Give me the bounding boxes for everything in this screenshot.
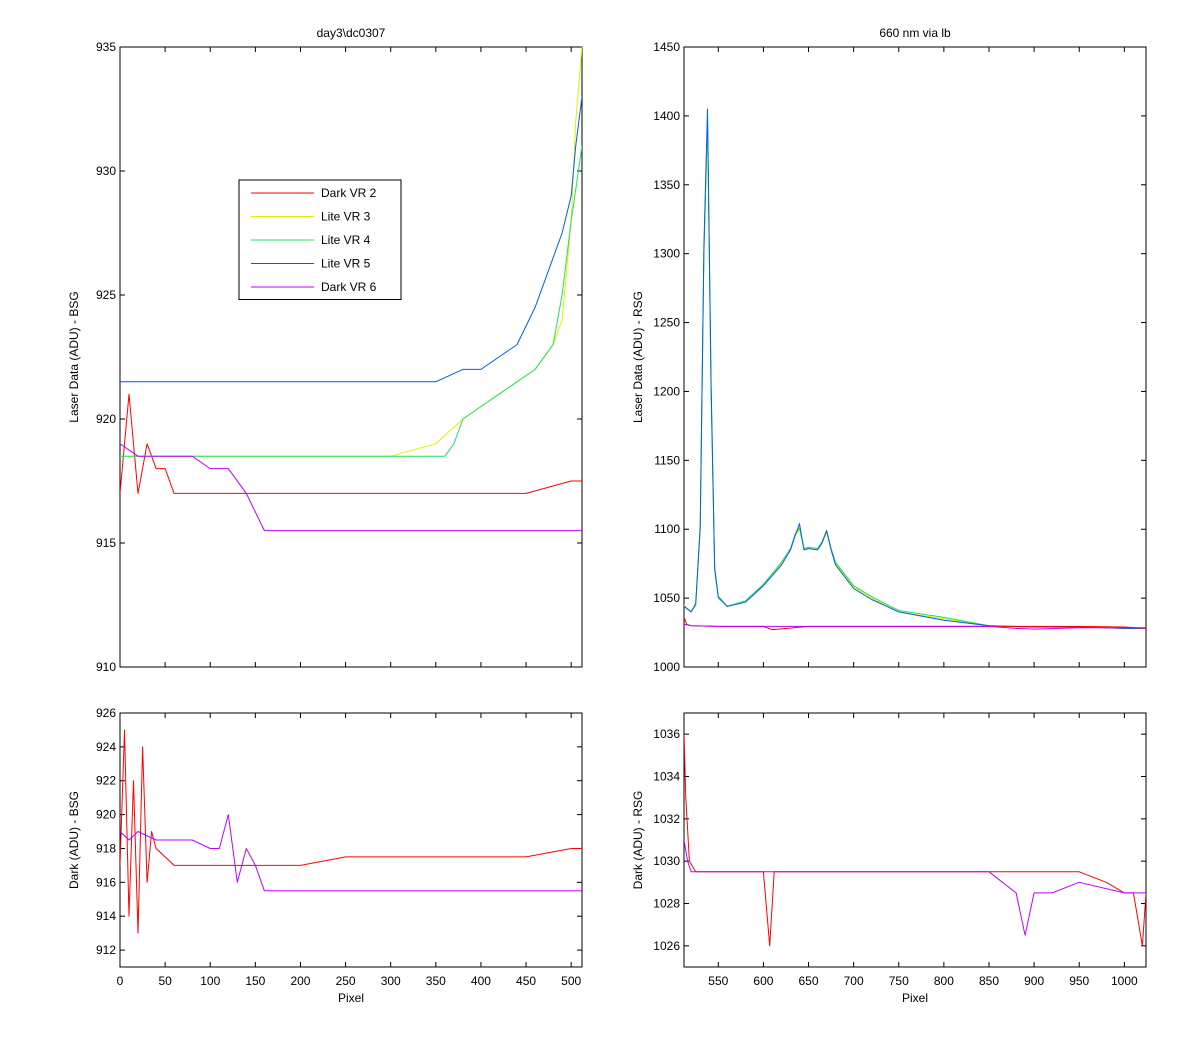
y-tick-label: 1030: [653, 854, 680, 868]
series-line-dark-vr-2: [120, 393, 582, 494]
y-tick-label: 1000: [653, 660, 680, 674]
y-tick-label: 1028: [653, 897, 680, 911]
plot-area: [119, 46, 583, 668]
series-line-dark-vr-6: [120, 814, 582, 892]
chart-panel-3: 912 914 916 918 920 922 924 926 0 50 100 150 200 250 3…: [67, 706, 583, 1005]
y-tick-label: 920: [96, 412, 116, 426]
y-tick-label: 920: [96, 808, 116, 822]
y-axis-label: Dark (ADU) - BSG: [67, 791, 81, 889]
x-tick-label: 550: [708, 974, 728, 988]
x-tick-label: 850: [979, 974, 999, 988]
y-tick-label: 1350: [653, 178, 680, 192]
legend-label: Lite VR 5: [321, 257, 371, 271]
x-axis-label: Pixel: [902, 991, 928, 1005]
y-tick-label: 912: [96, 943, 116, 957]
y-tick-label: 910: [96, 660, 116, 674]
plots: 910 915 920 925 930 935 day3\dc0307 Laser Data …: [67, 26, 1147, 1005]
y-axis-label: Dark (ADU) - RSG: [631, 791, 645, 890]
y-tick-label: 915: [96, 536, 116, 550]
y-tick-label: 1050: [653, 591, 680, 605]
chart-panel-2: 1000 1050 1100 1150 1200 1250 1300 1350 1400 1450…: [631, 26, 1147, 674]
y-tick-label: 1026: [653, 939, 680, 953]
y-tick-label: 1032: [653, 812, 680, 826]
y-tick-label: 925: [96, 288, 116, 302]
series-line-dark-vr-6: [684, 623, 1146, 630]
x-tick-label: 800: [934, 974, 954, 988]
chart-title: day3\dc0307: [317, 26, 386, 40]
x-tick-label: 300: [381, 974, 401, 988]
series-line-dark-vr-6: [120, 443, 582, 532]
x-tick-label: 500: [561, 974, 581, 988]
x-tick-label: 900: [1024, 974, 1044, 988]
x-tick-label: 700: [844, 974, 864, 988]
y-tick-label: 930: [96, 164, 116, 178]
x-tick-label: 200: [290, 974, 310, 988]
legend-label: Lite VR 4: [321, 233, 371, 247]
x-axis-label: Pixel: [338, 991, 364, 1005]
x-tick-label: 150: [245, 974, 265, 988]
x-tick-label: 400: [471, 974, 491, 988]
y-axis-label: Laser Data (ADU) - RSG: [631, 291, 645, 423]
x-tick-label: 600: [753, 974, 773, 988]
y-axis-label: Laser Data (ADU) - BSG: [67, 291, 81, 422]
y-tick-label: 935: [96, 40, 116, 54]
series-line-lite-vr-5: [684, 108, 1146, 629]
y-tick-label: 914: [96, 909, 116, 923]
series-group: [684, 734, 1146, 947]
legend-label: Lite VR 3: [321, 210, 371, 224]
y-tick-label: 926: [96, 706, 116, 720]
y-tick-label: 1450: [653, 40, 680, 54]
y-tick-label: 1100: [654, 522, 680, 536]
x-tick-label: 0: [117, 974, 124, 988]
plot-area: [683, 46, 1147, 668]
x-tick-label: 50: [158, 974, 172, 988]
x-tick-label: 950: [1069, 974, 1089, 988]
x-tick-label: 750: [889, 974, 909, 988]
y-tick-label: 1300: [653, 247, 680, 261]
y-tick-label: 1036: [653, 727, 680, 741]
series-line-dark-vr-6: [684, 839, 1146, 936]
x-tick-label: 100: [200, 974, 220, 988]
y-tick-label: 916: [96, 875, 116, 889]
series-line-lite-vr-5: [120, 96, 582, 383]
y-tick-label: 922: [96, 774, 116, 788]
series-line-dark-vr-2: [120, 729, 582, 934]
x-tick-label: 350: [426, 974, 446, 988]
y-tick-label: 1250: [653, 316, 680, 330]
series-group: [120, 729, 582, 934]
chart-panel-4: 1026 1028 1030 1032 1034 1036 550 600 650 700 750 8…: [631, 712, 1147, 1005]
x-tick-label: 650: [799, 974, 819, 988]
y-tick-label: 1400: [653, 109, 680, 123]
y-tick-label: 918: [96, 841, 116, 855]
x-tick-label: 250: [336, 974, 356, 988]
x-tick-label: 1000: [1111, 974, 1138, 988]
plot-area: [683, 712, 1147, 968]
y-tick-label: 1200: [653, 384, 680, 398]
x-tick-label: 450: [516, 974, 536, 988]
y-tick-label: 924: [96, 740, 116, 754]
chart-title: 660 nm via lb: [879, 26, 951, 40]
legend-label: Dark VR 6: [321, 280, 377, 294]
chart-panel-1: 910 915 920 925 930 935 day3\dc0307 Laser Data …: [67, 26, 583, 674]
plot-area: [119, 712, 583, 968]
legend: Dark VR 2 Lite VR 3 Lite VR 4 Lite VR 5 Dark…: [238, 179, 402, 300]
series-line-lite-vr-4: [120, 146, 582, 457]
series-group: [120, 47, 582, 532]
y-tick-label: 1034: [653, 770, 680, 784]
series-group: [684, 108, 1146, 631]
legend-label: Dark VR 2: [321, 186, 377, 200]
y-tick-label: 1150: [654, 453, 680, 467]
